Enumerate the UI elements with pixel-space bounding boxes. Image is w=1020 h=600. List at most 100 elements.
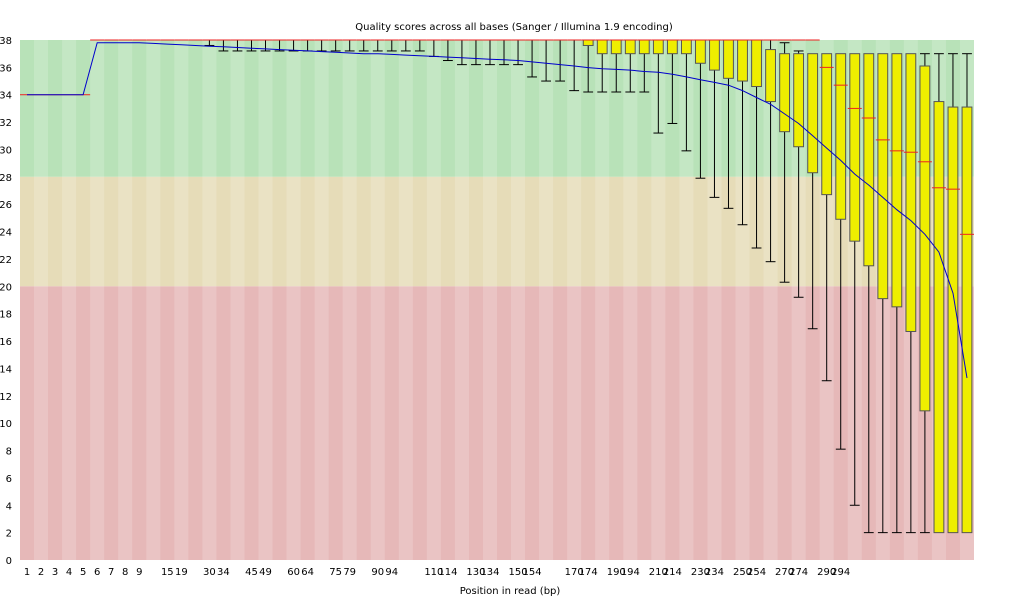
box-85-89 [356, 39, 371, 52]
iqr-box [666, 39, 678, 55]
x-tick-label: 254 [747, 567, 766, 578]
iqr-box [849, 53, 861, 242]
mean-quality-line [27, 42, 968, 379]
iqr-box [919, 65, 931, 412]
y-tick-label: 34 [0, 91, 12, 102]
y-tick-label: 26 [0, 200, 12, 211]
column-stripe [482, 40, 497, 560]
iqr-box [863, 53, 875, 267]
iqr-box [961, 106, 973, 534]
column-stripe [202, 40, 217, 560]
box-170-174 [595, 39, 610, 93]
x-tick-label: 1 [24, 567, 30, 578]
column-stripe [707, 40, 722, 560]
iqr-box [807, 53, 819, 174]
iqr-box [737, 39, 748, 82]
x-tick-label: 114 [438, 567, 457, 578]
box-255-259 [833, 53, 848, 450]
iqr-box [582, 39, 594, 46]
y-tick-label: 38 [0, 36, 12, 47]
box-90-94 [370, 39, 385, 52]
x-tick-label: 6 [94, 567, 100, 578]
y-tick-label: 18 [0, 310, 12, 321]
box-105-109 [412, 39, 427, 52]
x-tick-label: 274 [789, 567, 808, 578]
box-260-264 [847, 53, 862, 506]
y-tick-label: 20 [0, 282, 12, 293]
x-axis-label: Position in read (bp) [460, 586, 561, 597]
iqr-box [779, 53, 791, 133]
chart-title: Quality scores across all bases (Sanger … [355, 22, 673, 33]
box-35-39 [216, 39, 231, 52]
x-tick-label: 79 [343, 567, 356, 578]
x-tick-label: 150 [508, 567, 527, 578]
x-tick-label: 194 [621, 567, 640, 578]
y-tick-label: 30 [0, 145, 12, 156]
x-tick-label: 294 [831, 567, 850, 578]
box-270-274 [875, 53, 890, 534]
box-265-269 [861, 53, 876, 534]
box-185-189 [637, 39, 652, 93]
x-tick-label: 210 [649, 567, 668, 578]
iqr-box [793, 53, 805, 148]
y-tick-label: 10 [0, 419, 12, 430]
iqr-box [638, 39, 650, 55]
column-stripe [426, 40, 441, 560]
column-stripe [791, 40, 806, 560]
iqr-box [835, 53, 847, 220]
iqr-box [723, 39, 734, 79]
column-stripe [539, 40, 554, 560]
box-145-149 [525, 39, 540, 78]
y-tick-label: 0 [6, 556, 12, 567]
x-tick-label: 49 [259, 567, 272, 578]
y-tick-label: 4 [6, 501, 12, 512]
y-tick-label: 36 [0, 63, 12, 74]
iqr-box [652, 39, 664, 55]
box-130-134 [482, 39, 497, 66]
column-stripe [370, 40, 385, 560]
column-stripe [62, 40, 77, 560]
x-tick-label: 2 [38, 567, 44, 578]
iqr-box [877, 53, 889, 300]
x-tick-label: 7 [108, 567, 114, 578]
box-195-199 [665, 39, 680, 124]
x-tick-label: 4 [66, 567, 72, 578]
column-stripe [90, 40, 105, 560]
iqr-box [765, 49, 776, 103]
x-tick-label: 174 [579, 567, 598, 578]
x-tick-label: 170 [565, 567, 584, 578]
iqr-box [695, 39, 706, 64]
column-stripe [286, 40, 301, 560]
box-120-124 [454, 39, 469, 66]
box-75-79 [328, 39, 343, 52]
box-165-169 [581, 39, 596, 93]
box-190-194 [651, 39, 666, 134]
box-245-249 [805, 39, 820, 330]
column-stripe [314, 40, 329, 560]
x-tick-label: 270 [775, 567, 794, 578]
x-tick-label: 94 [385, 567, 398, 578]
y-tick-label: 22 [0, 255, 12, 266]
column-stripe [258, 40, 273, 560]
iqr-box [751, 39, 762, 88]
box-100-104 [398, 39, 413, 52]
column-stripe [511, 40, 526, 560]
x-tick-label: 110 [424, 567, 443, 578]
y-tick-label: 16 [0, 337, 12, 348]
iqr-box [709, 39, 720, 71]
box-160-164 [567, 39, 582, 92]
box-225-229 [749, 39, 764, 249]
box-240-244 [791, 39, 806, 298]
iqr-box [947, 106, 959, 534]
iqr-box [821, 53, 833, 196]
column-stripe [595, 40, 610, 560]
box-125-129 [468, 39, 483, 66]
box-250-254 [819, 53, 834, 382]
x-tick-label: 3 [52, 567, 58, 578]
column-stripe [651, 40, 666, 560]
box-230-234 [763, 39, 778, 263]
x-tick-label: 290 [817, 567, 836, 578]
box-135-139 [497, 39, 512, 66]
x-tick-label: 9 [136, 567, 142, 578]
